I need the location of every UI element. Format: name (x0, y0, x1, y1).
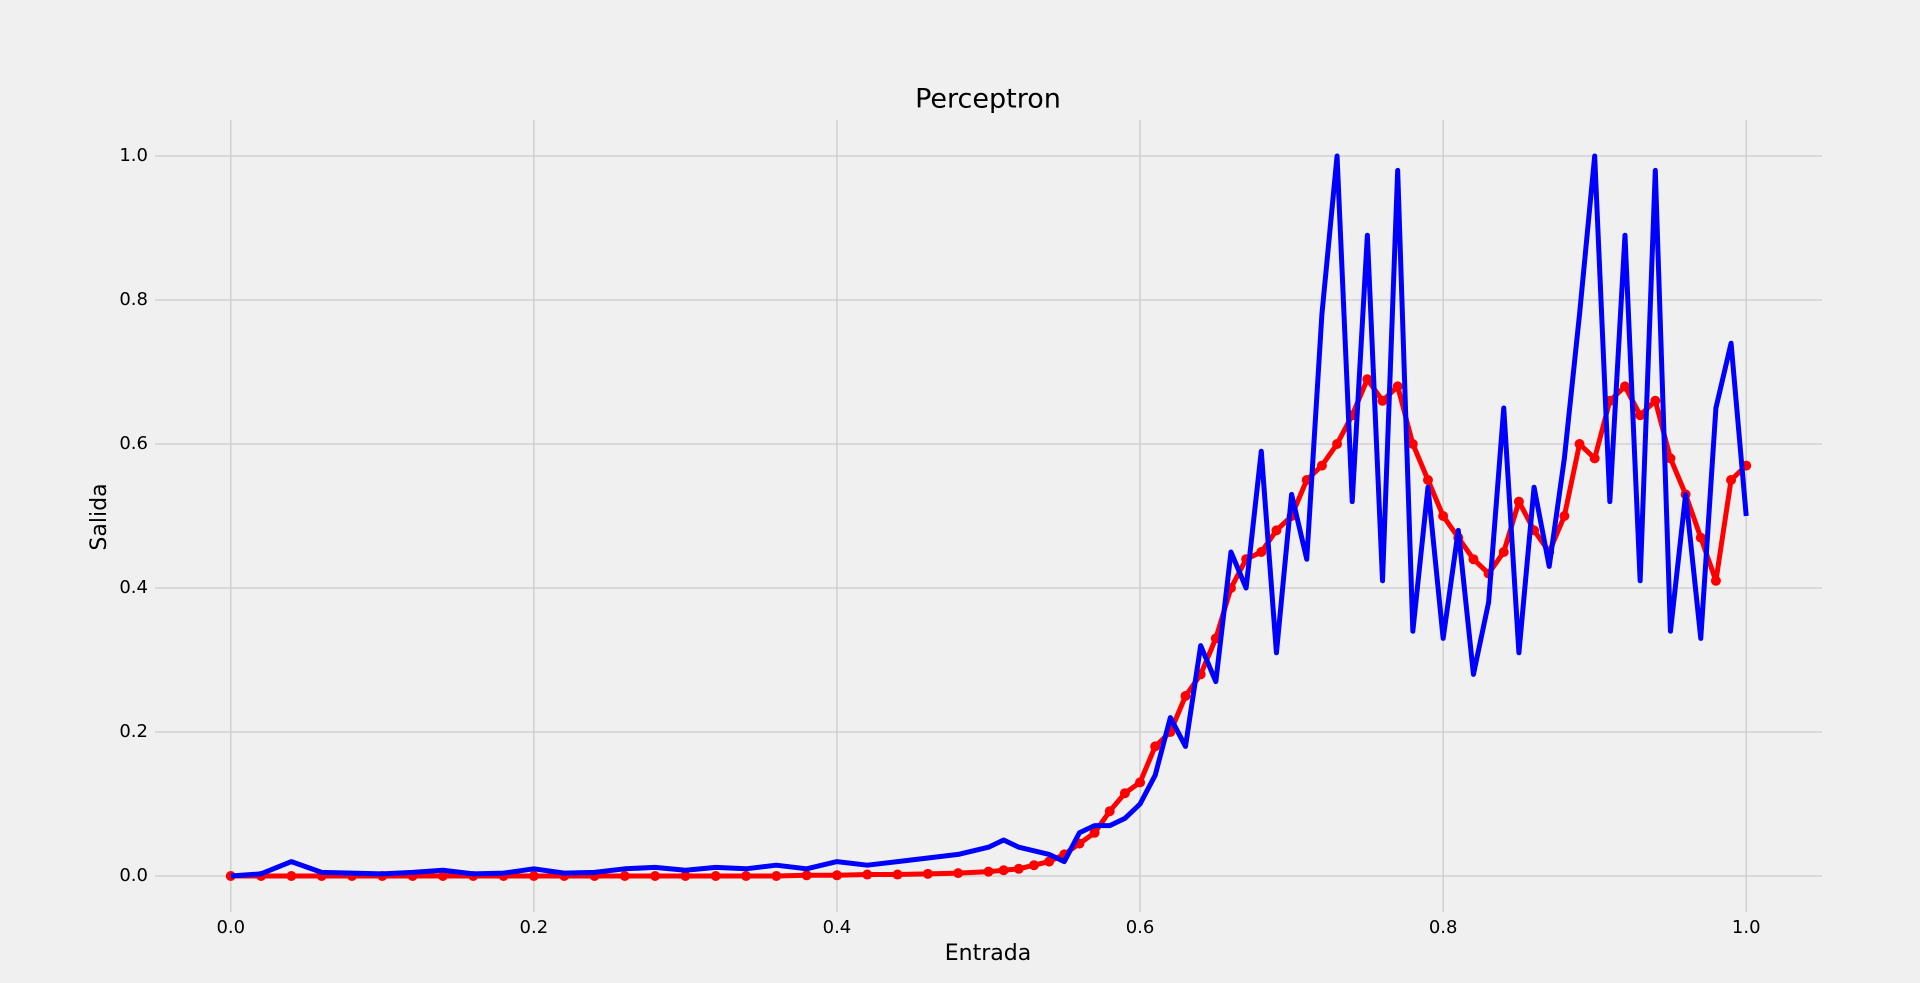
y-tick-label: 0.6 (119, 433, 148, 454)
point-marker (741, 871, 752, 881)
x-tick-label: 1.0 (1732, 917, 1761, 938)
point-marker (1468, 554, 1479, 565)
point-marker (286, 871, 297, 881)
point-marker (710, 871, 721, 881)
point-marker (680, 871, 691, 881)
point-marker (1710, 575, 1721, 586)
point-marker (650, 871, 661, 881)
point-marker (771, 871, 782, 881)
point-marker (528, 871, 539, 881)
point-marker (953, 868, 964, 879)
point-marker (862, 869, 873, 880)
point-marker (1271, 525, 1282, 536)
y-tick-label: 0.4 (119, 577, 148, 598)
point-marker (1589, 453, 1600, 464)
point-marker (1726, 475, 1737, 485)
point-marker (1377, 395, 1388, 406)
x-tick-label: 0.2 (520, 917, 549, 938)
point-marker (1332, 439, 1343, 449)
x-tick-label: 0.0 (216, 917, 245, 938)
y-tick-label: 1.0 (119, 145, 148, 166)
point-marker (998, 865, 1009, 876)
point-marker (831, 870, 842, 881)
point-marker (1422, 475, 1433, 485)
point-marker (1180, 691, 1191, 701)
point-marker (922, 868, 933, 879)
point-marker (801, 870, 812, 881)
point-marker (1438, 511, 1449, 521)
point-marker (1089, 827, 1100, 838)
y-tick-label: 0.0 (119, 865, 148, 886)
point-marker (1104, 806, 1115, 817)
x-tick-label: 0.4 (823, 917, 852, 938)
x-tick-label: 0.8 (1429, 917, 1458, 938)
point-marker (1559, 511, 1570, 521)
x-axis-label: Entrada (945, 941, 1031, 966)
point-marker (1665, 453, 1676, 464)
point-marker (1619, 381, 1630, 392)
point-marker (1513, 496, 1524, 507)
point-marker (1407, 439, 1418, 449)
point-marker (1498, 547, 1509, 557)
point-marker (437, 871, 448, 881)
point-marker (1316, 460, 1327, 471)
point-marker (1635, 410, 1646, 421)
y-tick-label: 0.8 (119, 289, 148, 310)
y-tick-label: 0.2 (119, 721, 148, 742)
point-marker (1650, 395, 1661, 406)
point-marker (983, 866, 994, 877)
point-marker (1135, 777, 1146, 788)
series-line (230, 376, 1748, 879)
chart-title: Perceptron (915, 84, 1061, 115)
point-marker (1256, 547, 1267, 557)
series-line (230, 153, 1749, 879)
point-marker (1028, 860, 1039, 871)
point-marker (619, 871, 630, 881)
point-marker (1362, 374, 1373, 385)
point-marker (1044, 856, 1055, 867)
point-marker (1574, 439, 1585, 449)
y-axis-label: Salida (87, 483, 112, 550)
x-tick-label: 0.6 (1126, 917, 1155, 938)
point-marker (1695, 532, 1706, 543)
point-marker (1150, 741, 1161, 752)
point-marker (892, 869, 903, 880)
point-marker (1119, 788, 1130, 799)
point-marker (1013, 863, 1024, 874)
point-marker (1392, 381, 1403, 392)
